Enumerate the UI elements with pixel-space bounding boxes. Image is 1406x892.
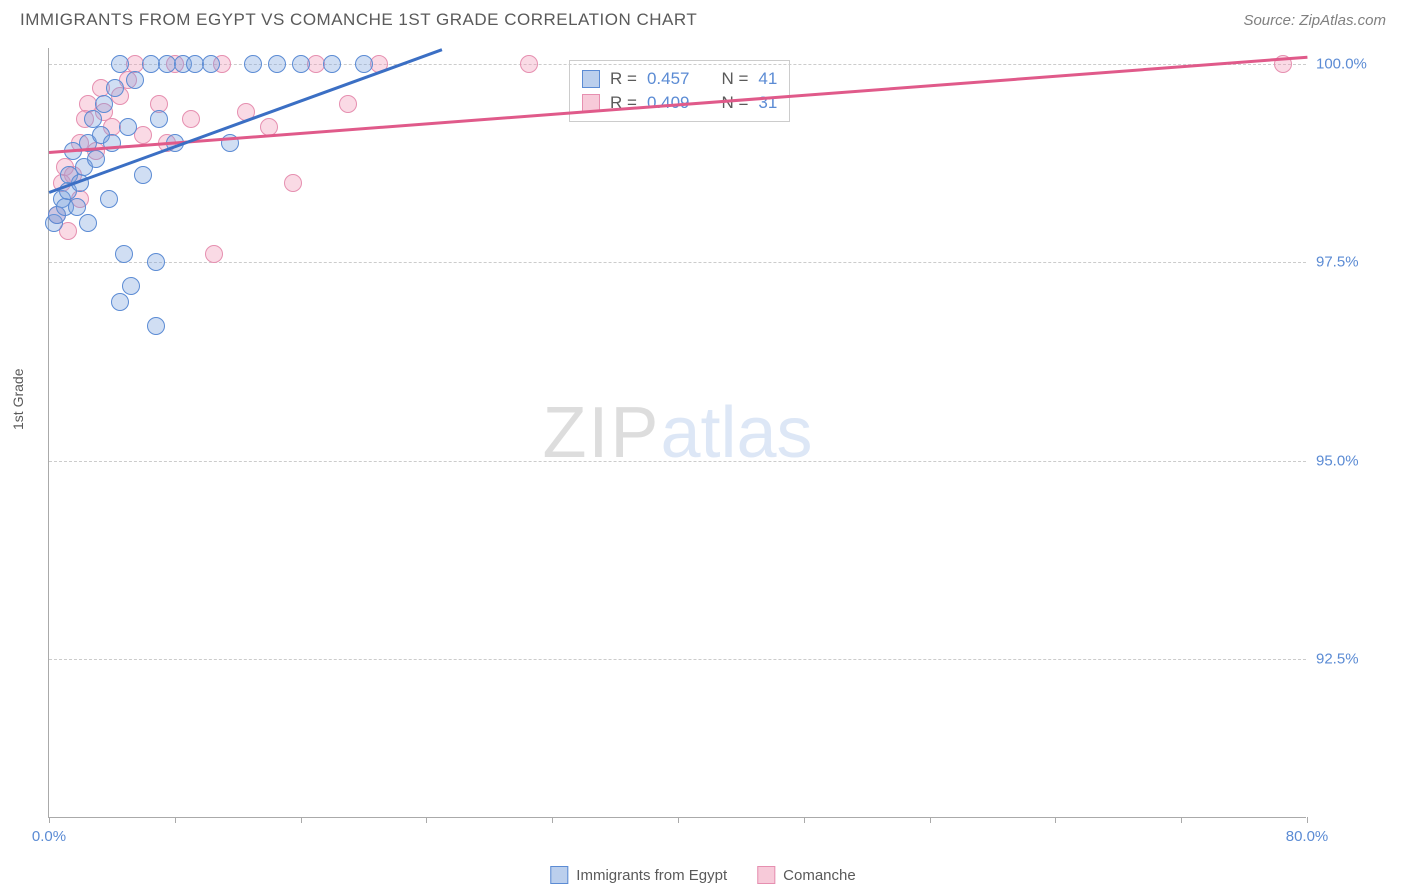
data-point <box>292 55 310 73</box>
data-point <box>122 277 140 295</box>
gridline <box>49 262 1306 263</box>
data-point <box>284 174 302 192</box>
chart-header: IMMIGRANTS FROM EGYPT VS COMANCHE 1ST GR… <box>0 0 1406 30</box>
x-tick <box>1181 817 1182 823</box>
data-point <box>134 166 152 184</box>
data-point <box>115 245 133 263</box>
x-tick <box>175 817 176 823</box>
chart-title: IMMIGRANTS FROM EGYPT VS COMANCHE 1ST GR… <box>20 10 697 30</box>
y-tick-label: 100.0% <box>1316 55 1367 72</box>
data-point <box>339 95 357 113</box>
x-tick <box>301 817 302 823</box>
stat-label-n: N = <box>721 93 748 113</box>
swatch-icon <box>550 866 568 884</box>
y-tick-label: 95.0% <box>1316 452 1359 469</box>
data-point <box>202 55 220 73</box>
scatter-plot: ZIPatlas R = 0.457 N = 41 R = 0.409 N = … <box>48 48 1306 818</box>
data-point <box>100 190 118 208</box>
legend-item-b: Comanche <box>757 866 856 884</box>
data-point <box>355 55 373 73</box>
data-point <box>147 317 165 335</box>
x-tick <box>930 817 931 823</box>
chart-legend: Immigrants from Egypt Comanche <box>550 866 855 884</box>
data-point <box>134 126 152 144</box>
data-point <box>103 134 121 152</box>
data-point <box>268 55 286 73</box>
x-tick-label: 0.0% <box>32 828 66 845</box>
gridline <box>49 461 1306 462</box>
data-point <box>87 150 105 168</box>
stats-row-series-a: R = 0.457 N = 41 <box>582 67 777 91</box>
x-tick-label: 80.0% <box>1286 828 1329 845</box>
data-point <box>147 253 165 271</box>
data-point <box>244 55 262 73</box>
x-tick <box>678 817 679 823</box>
swatch-icon <box>582 70 600 88</box>
data-point <box>520 55 538 73</box>
legend-label-b: Comanche <box>783 867 856 884</box>
x-tick <box>1055 817 1056 823</box>
x-tick <box>426 817 427 823</box>
gridline <box>49 659 1306 660</box>
x-tick <box>49 817 50 823</box>
data-point <box>106 79 124 97</box>
data-point <box>150 110 168 128</box>
gridline <box>49 64 1306 65</box>
x-tick <box>1307 817 1308 823</box>
data-point <box>126 71 144 89</box>
correlation-stats-box: R = 0.457 N = 41 R = 0.409 N = 31 <box>569 60 790 122</box>
stat-value-r-a: 0.457 <box>647 69 690 89</box>
stat-label-r: R = <box>610 69 637 89</box>
source-attribution: Source: ZipAtlas.com <box>1243 12 1386 29</box>
legend-label-a: Immigrants from Egypt <box>576 867 727 884</box>
data-point <box>323 55 341 73</box>
y-tick-label: 92.5% <box>1316 651 1359 668</box>
stat-label-n: N = <box>721 69 748 89</box>
data-point <box>111 55 129 73</box>
data-point <box>95 95 113 113</box>
swatch-icon <box>757 866 775 884</box>
data-point <box>205 245 223 263</box>
data-point <box>111 293 129 311</box>
data-point <box>68 198 86 216</box>
data-point <box>119 118 137 136</box>
stat-value-n-a: 41 <box>758 69 777 89</box>
y-axis-label: 1st Grade <box>10 369 26 430</box>
data-point <box>79 214 97 232</box>
x-tick <box>552 817 553 823</box>
x-tick <box>804 817 805 823</box>
data-point <box>182 110 200 128</box>
y-tick-label: 97.5% <box>1316 254 1359 271</box>
chart-area: ZIPatlas R = 0.457 N = 41 R = 0.409 N = … <box>48 48 1378 818</box>
legend-item-a: Immigrants from Egypt <box>550 866 727 884</box>
